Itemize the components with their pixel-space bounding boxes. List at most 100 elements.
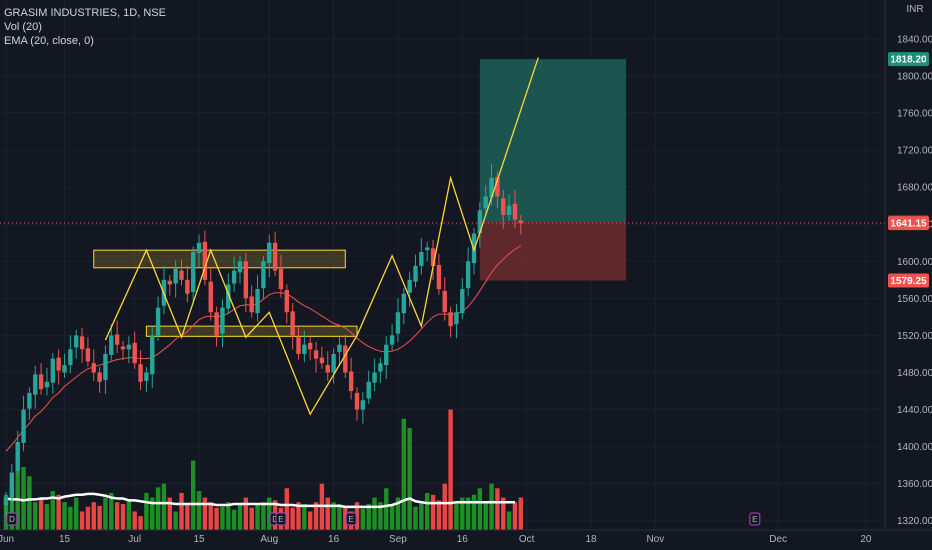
- price-badge-label: 1818.20: [890, 55, 927, 66]
- legend-ema[interactable]: EMA (20, close, 0): [4, 35, 94, 47]
- volume-bar: [196, 491, 202, 530]
- volume-bar: [337, 504, 342, 530]
- candle-body: [372, 372, 377, 383]
- volume-bar: [62, 502, 67, 530]
- candle-body: [231, 270, 237, 284]
- volume-bar: [483, 502, 488, 530]
- zone-box: [93, 249, 346, 269]
- chart-grid: [0, 0, 885, 530]
- candle-body: [278, 268, 284, 290]
- currency-label: INR: [906, 4, 924, 15]
- event-marker-label: E: [752, 515, 757, 524]
- volume-bar: [413, 506, 418, 530]
- candle-body: [448, 312, 453, 327]
- candle-body: [185, 279, 190, 294]
- candle-body: [483, 196, 488, 209]
- candle-body: [44, 381, 50, 388]
- candle-body: [302, 344, 307, 354]
- volume-average-line: [5, 492, 515, 509]
- candle-body: [109, 335, 114, 355]
- volume-bar: [214, 507, 219, 530]
- time-tick-label: Oct: [519, 534, 535, 545]
- time-tick-label: 20: [860, 534, 872, 545]
- event-marker-label: E: [348, 515, 353, 524]
- price-tick-label: 1400.00: [897, 442, 932, 453]
- candle-body: [348, 371, 354, 392]
- price-badge-label: 1579.25: [890, 276, 927, 287]
- candle-body: [208, 281, 213, 313]
- candle-body: [337, 344, 342, 353]
- volume-bar: [506, 511, 512, 530]
- price-badge: [888, 273, 929, 288]
- candle-body: [425, 247, 430, 251]
- time-tick-label: 15: [193, 534, 205, 545]
- candle-body: [243, 261, 249, 299]
- candle-body: [155, 307, 161, 336]
- event-marker[interactable]: [749, 512, 761, 526]
- time-tick-label: Jul: [128, 534, 141, 545]
- candle-body: [9, 472, 15, 498]
- event-marker[interactable]: [345, 512, 357, 526]
- candle-body: [167, 280, 172, 285]
- time-tick-label: Aug: [260, 534, 278, 545]
- candle-body: [120, 346, 126, 350]
- pattern-lines[interactable]: [104, 57, 539, 416]
- volume-bar: [114, 502, 120, 530]
- candle-body: [518, 220, 523, 224]
- stop-zone: [479, 222, 627, 281]
- candle-body: [430, 248, 436, 266]
- candle-body: [38, 374, 44, 390]
- time-tick-label: 16: [328, 534, 340, 545]
- candle-body: [454, 312, 459, 325]
- price-tick-label: 1480.00: [897, 368, 932, 379]
- volume-bar: [308, 511, 313, 530]
- candle-body: [360, 400, 366, 410]
- candle-body: [290, 311, 295, 336]
- price-badge: [888, 52, 929, 67]
- volume-bar: [384, 488, 389, 530]
- candle-body: [261, 261, 266, 289]
- volume-bar: [261, 502, 266, 530]
- volume-bar: [366, 504, 371, 530]
- volume-bar: [267, 497, 272, 530]
- volume-bar: [284, 488, 289, 530]
- price-tick-label: 1840.00: [897, 34, 932, 45]
- time-axis[interactable]: Jun 15 Jul 15 Aug 16 Sep 16 Oct 18 Nov Dec 20: [0, 529, 932, 545]
- candle-body: [68, 349, 73, 366]
- volume-bar: [44, 504, 50, 530]
- volume-bar: [79, 511, 85, 530]
- candle-body: [313, 350, 319, 359]
- time-tick-label: Sep: [389, 534, 407, 545]
- candle-body: [325, 365, 330, 373]
- candle-body: [331, 353, 336, 373]
- event-marker[interactable]: [6, 512, 18, 526]
- volume-bar: [495, 488, 500, 530]
- candle-body: [384, 344, 389, 366]
- candle-body: [196, 242, 202, 253]
- legend-symbol[interactable]: GRASIM INDUSTRIES, 1D, NSE: [4, 7, 166, 19]
- volume-bar: [296, 502, 301, 530]
- time-tick-label: Jun: [0, 534, 14, 545]
- candle-body: [495, 176, 500, 197]
- candle-body: [27, 392, 32, 409]
- legend-volume[interactable]: Vol (20): [4, 21, 42, 33]
- candle-body: [33, 374, 38, 395]
- volume-bar: [401, 418, 406, 530]
- volume-bar: [226, 502, 231, 530]
- candle-body: [3, 497, 9, 505]
- volume-bar: [419, 502, 424, 530]
- candle-body: [267, 242, 272, 264]
- volume-bar: [454, 502, 459, 530]
- volume-bar: [138, 516, 143, 530]
- event-marker[interactable]: [275, 512, 287, 526]
- long-position-tool[interactable]: [479, 59, 627, 281]
- candle-body: [62, 365, 67, 373]
- volume-bar: [407, 428, 412, 530]
- volume-bar: [185, 504, 190, 530]
- volume-bar: [220, 506, 225, 530]
- pattern-polyline: [104, 57, 539, 416]
- volume-bar: [512, 502, 518, 530]
- candle-body: [506, 205, 512, 215]
